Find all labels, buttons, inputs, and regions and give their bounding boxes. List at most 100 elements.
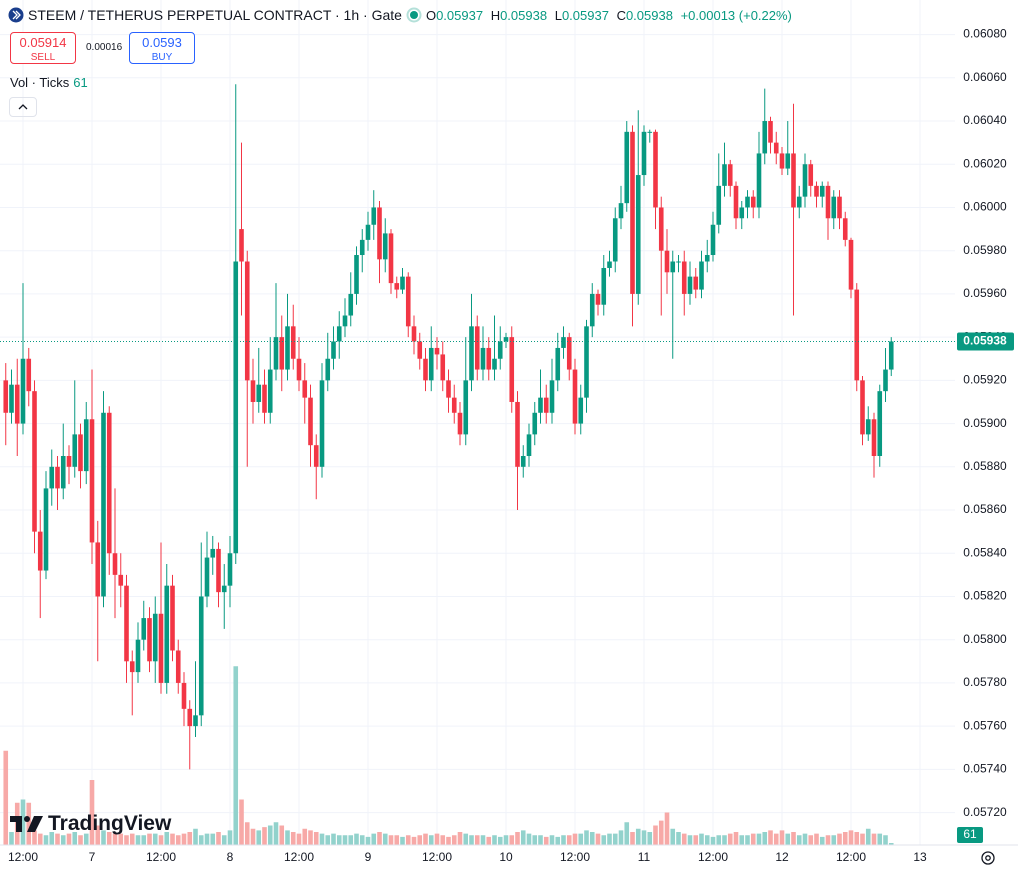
- volume-bar: [158, 835, 164, 845]
- volume-bar: [348, 835, 354, 845]
- candle-body: [566, 337, 572, 370]
- volume-bar: [796, 835, 802, 845]
- candle-body: [509, 337, 515, 402]
- axes: 0.06080 0.06060 0.06040 0.06020 0.06000 0.059…: [0, 27, 1018, 864]
- watermark-text: TradingView: [48, 812, 172, 835]
- volume-bar: [595, 833, 601, 845]
- candle-body: [538, 397, 543, 413]
- candle-body: [653, 131, 658, 208]
- volume-bar: [509, 835, 515, 845]
- volume-bar: [394, 835, 400, 845]
- candle-body: [842, 218, 848, 240]
- volume-bar: [526, 833, 532, 845]
- volume-bar: [388, 835, 394, 845]
- volume-bar: [216, 832, 221, 845]
- candle-body: [118, 574, 124, 586]
- volume-bar: [302, 828, 308, 845]
- candle-body: [37, 531, 43, 571]
- candle-body: [440, 354, 446, 381]
- volume-bar: [578, 833, 584, 845]
- y-tick-label: 0.05780: [963, 675, 1007, 689]
- volume-bar: [336, 835, 342, 845]
- candle-body: [78, 434, 83, 472]
- volume-pane: [3, 666, 894, 845]
- volume-bar: [693, 835, 699, 845]
- candle-body: [233, 261, 239, 554]
- volume-bar: [267, 825, 273, 845]
- volume-bar: [538, 835, 543, 845]
- candle-body: [814, 185, 819, 197]
- candle-body: [221, 585, 227, 593]
- volume-bar: [440, 835, 446, 845]
- volume-bar: [221, 835, 227, 845]
- volume-bar: [181, 833, 187, 845]
- candle-body: [49, 466, 55, 489]
- volume-bar: [739, 835, 745, 845]
- volume-bar: [520, 830, 526, 845]
- y-tick-label: 0.05840: [963, 545, 1007, 559]
- volume-bar: [745, 835, 750, 845]
- candle-body: [279, 337, 285, 370]
- candle-body: [170, 585, 175, 651]
- volume-bar: [871, 833, 877, 845]
- candle-body: [359, 239, 365, 256]
- volume-bar: [106, 832, 112, 845]
- candle-body: [101, 412, 106, 597]
- candle-body: [325, 358, 331, 381]
- candle-body: [871, 419, 877, 456]
- volume-bar: [3, 750, 9, 845]
- candle-body: [112, 553, 118, 575]
- ohlc-label: O: [425, 7, 437, 23]
- candle-body: [43, 488, 49, 571]
- candle-body: [394, 283, 400, 290]
- candle-body: [658, 207, 664, 251]
- y-tick-label: 0.06060: [963, 70, 1007, 84]
- buy-button[interactable]: 0.0593 BUY: [129, 32, 195, 64]
- volume-bar: [250, 828, 256, 845]
- candle-body: [216, 548, 221, 593]
- volume-bar: [365, 836, 371, 845]
- volume-bar: [722, 835, 727, 845]
- y-tick-label: 0.05960: [963, 286, 1007, 300]
- x-tick-label: 12:00: [8, 850, 38, 864]
- ohlc-value: 0.05938: [625, 7, 673, 23]
- candle-body: [296, 358, 302, 381]
- volume-bar: [791, 832, 796, 845]
- settings-icon[interactable]: [981, 851, 995, 865]
- last-price-label: 0.05938: [963, 334, 1007, 348]
- volume-bar: [354, 833, 359, 845]
- symbol-title[interactable]: STEEM / TETHERUS PERPETUAL CONTRACT · 1h…: [28, 7, 402, 23]
- candle-body: [618, 203, 624, 219]
- candle-body: [72, 434, 78, 467]
- x-tick-label: 7: [89, 850, 96, 864]
- volume-bar: [227, 830, 233, 845]
- volume-bar: [89, 780, 95, 845]
- volume-bar: [359, 835, 365, 845]
- candle-body: [883, 369, 888, 392]
- candle-body: [267, 369, 273, 413]
- symbol-logo: [8, 7, 24, 23]
- collapse-button[interactable]: [9, 97, 37, 117]
- volume-bar: [273, 822, 279, 845]
- candle-body: [417, 341, 423, 359]
- volume-bar: [187, 832, 193, 845]
- candle-body: [273, 337, 279, 370]
- volume-bar: [210, 833, 216, 845]
- volume-bar: [497, 836, 503, 845]
- volume-bar: [607, 833, 612, 845]
- ohlc-value: 0.05938: [500, 7, 548, 23]
- candle-body: [428, 347, 434, 381]
- candle-body: [239, 229, 244, 262]
- volume-bar: [175, 835, 181, 845]
- volume-bar: [681, 833, 687, 845]
- candle-body: [95, 542, 101, 597]
- ohlc-label: H: [490, 7, 501, 23]
- candle-body: [434, 347, 440, 355]
- volume-bar: [112, 833, 118, 845]
- volume-bar: [164, 832, 170, 845]
- volume-bar: [308, 830, 313, 845]
- volume-bar: [808, 835, 814, 845]
- sell-button[interactable]: 0.05914 SELL: [10, 32, 76, 64]
- volume-tag: [957, 827, 983, 844]
